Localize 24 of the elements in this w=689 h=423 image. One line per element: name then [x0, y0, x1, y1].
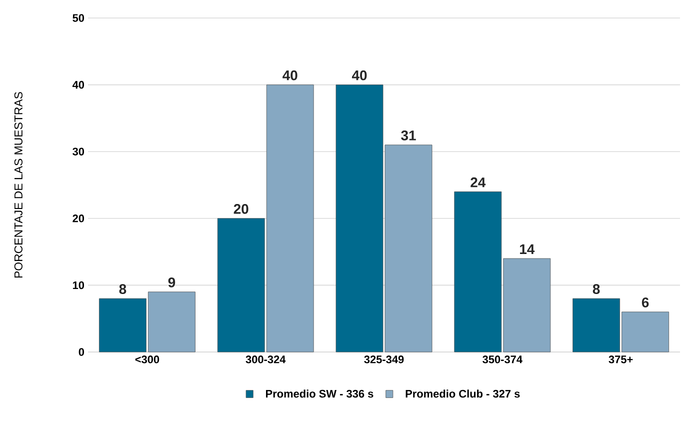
x-tick-label: 325-349 — [364, 356, 404, 364]
x-tick-label: 350-374 — [482, 356, 522, 364]
legend-label: Promedio SW - 336 s — [266, 390, 374, 398]
x-tick-label: 375+ — [608, 356, 633, 364]
data-label: 14 — [520, 244, 535, 254]
data-label: 8 — [592, 284, 600, 294]
y-tick-label: 0 — [78, 348, 84, 356]
data-label: 24 — [470, 177, 486, 188]
legend-label: Promedio Club - 327 s — [406, 390, 520, 398]
data-label: 40 — [282, 70, 298, 80]
data-label: 31 — [401, 130, 416, 140]
data-label: 40 — [352, 70, 367, 80]
y-tick-label: 10 — [72, 281, 84, 290]
y-axis-title: PORCENTAJE DE LAS MUESTRAS — [14, 92, 22, 278]
y-tick-label: 20 — [72, 214, 84, 222]
data-label: 20 — [234, 204, 248, 214]
y-tick-label: 30 — [72, 148, 84, 156]
data-label: 6 — [642, 298, 649, 308]
data-label: 8 — [119, 284, 126, 294]
y-tick-label: 40 — [72, 80, 84, 89]
x-tick-label: 300-324 — [246, 356, 286, 364]
x-tick-label: <300 — [135, 356, 160, 364]
y-tick-label: 50 — [72, 14, 84, 22]
data-label: 9 — [168, 277, 176, 288]
